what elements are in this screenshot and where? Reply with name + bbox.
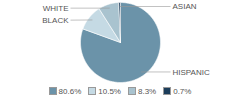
html-text:80.6%: 80.6% <box>58 86 82 96</box>
svg-text:BLACK: BLACK <box>42 16 69 25</box>
html-text:10.5%: 10.5% <box>98 86 121 96</box>
svg-text:HISPANIC: HISPANIC <box>173 68 210 77</box>
html-text:0.7%: 0.7% <box>173 86 192 96</box>
svg-text:ASIAN: ASIAN <box>173 2 197 11</box>
svg-text:WHITE: WHITE <box>43 4 69 13</box>
html-text:8.3%: 8.3% <box>138 86 157 96</box>
